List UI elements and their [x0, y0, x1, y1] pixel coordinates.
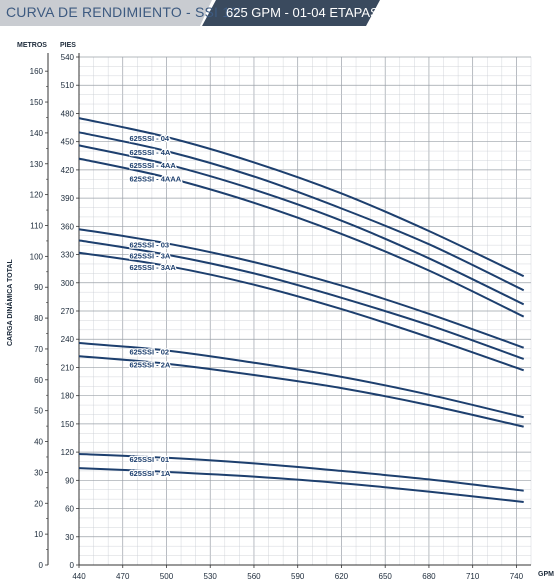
pies-tick-label: 420: [61, 166, 75, 175]
curve-line: [78, 157, 525, 318]
chart-subtitle: 625 GPM - 01-04 ETAPAS: [226, 5, 379, 20]
metros-tick-label: 50: [34, 407, 43, 416]
curve-label: 625SSI - 04: [129, 134, 169, 143]
curve-line: [78, 467, 524, 503]
metros-tick-label: 120: [30, 191, 44, 200]
x-tick-label: 740: [510, 572, 524, 581]
curve-label: 625SSI - 01: [129, 455, 169, 464]
curve-label: 625SSI - 4AA: [129, 161, 176, 170]
pies-tick-label: 180: [61, 392, 75, 401]
y-axis-title: CARGA DINÁMICA TOTAL: [5, 259, 14, 346]
curve-label: 625SSI - 2A: [129, 361, 170, 370]
metros-tick-label: 10: [34, 530, 43, 539]
right-axis-title: PIES: [60, 42, 76, 49]
header-right-band: [202, 0, 380, 26]
x-tick-label: 530: [204, 572, 218, 581]
pies-tick-label: 540: [61, 53, 75, 62]
metros-tick-label: 100: [30, 252, 44, 261]
curve-line: [78, 453, 524, 492]
pies-tick-label: 330: [61, 251, 75, 260]
x-axis-title: GPM: [538, 571, 554, 578]
x-tick-label: 650: [379, 572, 393, 581]
metros-tick-label: 140: [30, 129, 44, 138]
pies-tick-label: 0: [70, 561, 75, 570]
metros-tick-label: 30: [34, 468, 43, 477]
pies-tick-label: 150: [61, 420, 75, 429]
curve-label: 625SSI - 4A: [129, 148, 170, 157]
curve-label: 625SSI - 1A: [129, 469, 170, 478]
x-axis: 440 470 500 530 560 590 620 650 680 710 740: [72, 565, 524, 581]
curve-line: [78, 117, 525, 278]
chart-title: CURVA DE RENDIMIENTO - SSI 10": [6, 4, 244, 20]
curve-label: 625SSI - 4AAA: [129, 174, 181, 183]
left-axis-title: METROS: [17, 42, 47, 49]
pies-tick-label: 270: [61, 307, 75, 316]
x-tick-label: 620: [335, 572, 349, 581]
metros-tick-label: 110: [30, 221, 43, 230]
pies-tick-label: 30: [65, 533, 74, 542]
metros-tick-label: 90: [34, 283, 43, 292]
curve-line: [78, 144, 525, 306]
metros-tick-label: 60: [34, 376, 43, 385]
curve-line: [78, 355, 524, 428]
x-tick-label: 470: [116, 572, 130, 581]
curve-line: [78, 131, 525, 292]
x-tick-label: 590: [291, 572, 305, 581]
pies-tick-label: 240: [61, 335, 75, 344]
metros-axis: 0 10 20 30 40 50 60 70 80 90 100 110 120 130 140 150 160: [30, 67, 48, 570]
metros-tick-label: 130: [30, 160, 44, 169]
curve-line: [78, 239, 525, 360]
x-tick-label: 560: [247, 572, 261, 581]
curve-label: 625SSI - 3A: [129, 252, 170, 261]
pies-tick-label: 300: [61, 279, 75, 288]
header-left-band: [0, 0, 212, 26]
pies-tick-label: 480: [61, 109, 75, 118]
pies-tick-label: 450: [61, 138, 75, 147]
metros-tick-label: 80: [34, 314, 43, 323]
header-banner: [0, 0, 380, 26]
curve-label: 625SSI - 03: [129, 240, 169, 249]
chart-header: CURVA DE RENDIMIENTO - SSI 10" 625 GPM -…: [0, 0, 560, 28]
curve-label: 625SSI - 3AA: [129, 263, 176, 272]
pies-tick-label: 90: [65, 476, 74, 485]
pies-tick-label: 390: [61, 194, 75, 203]
pies-tick-label: 60: [65, 505, 74, 514]
pies-tick-label: 120: [61, 448, 75, 457]
curves: [78, 117, 525, 503]
metros-tick-label: 150: [30, 98, 44, 107]
curve-line: [78, 228, 525, 349]
metros-tick-label: 160: [30, 67, 44, 76]
x-tick-label: 680: [422, 572, 436, 581]
curve-line: [78, 251, 525, 372]
pies-tick-label: 510: [61, 81, 75, 90]
x-tick-label: 440: [72, 572, 86, 581]
pies-tick-label: 210: [61, 363, 75, 372]
curve-labels: 625SSI - 04 625SSI - 4A 625SSI - 4AA 625SSI…: [128, 133, 183, 479]
axes: [47, 53, 531, 566]
metros-tick-label: 20: [34, 499, 43, 508]
x-tick-label: 500: [160, 572, 174, 581]
x-tick-label: 710: [466, 572, 480, 581]
metros-tick-label: 0: [39, 561, 44, 570]
metros-tick-label: 40: [34, 438, 43, 447]
pies-tick-label: 360: [61, 222, 75, 231]
pies-axis: 0 30 60 90 120 150 180 210 240 270 300 330 360 390 420…: [61, 53, 79, 570]
curve-label: 625SSI - 02: [129, 348, 169, 357]
curve-line: [78, 342, 524, 419]
metros-tick-label: 70: [34, 345, 43, 354]
